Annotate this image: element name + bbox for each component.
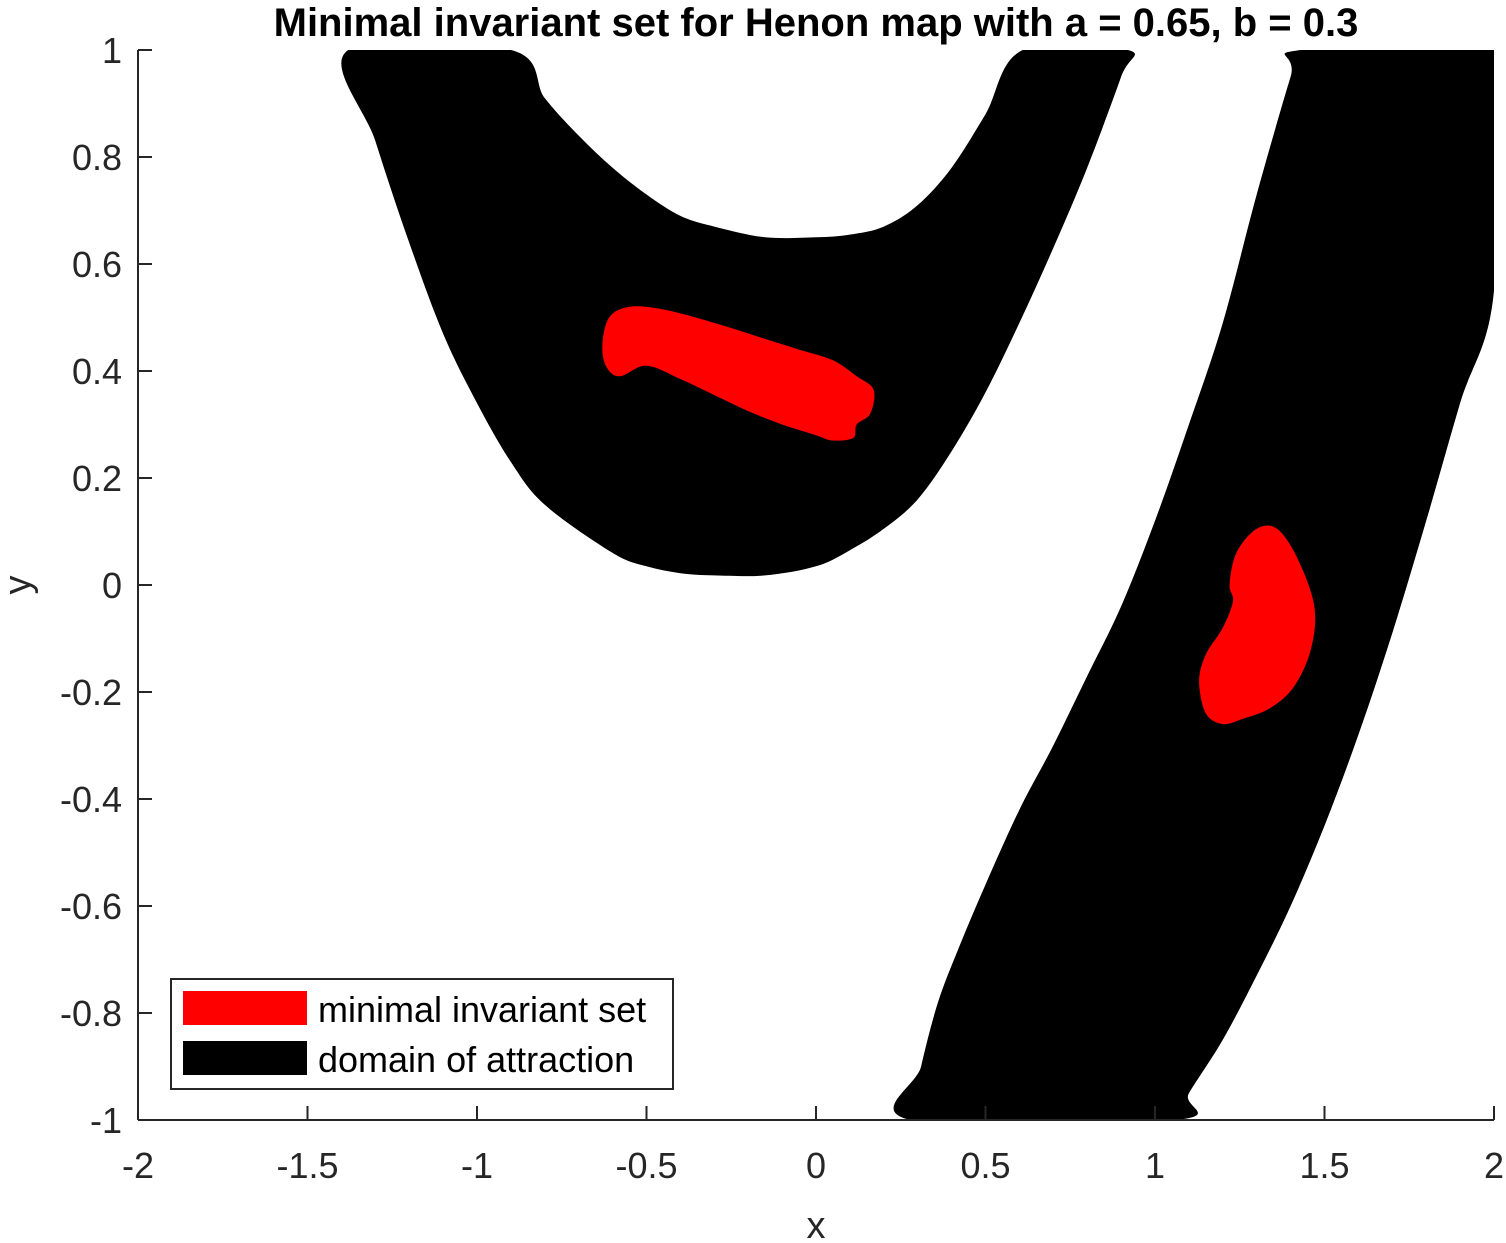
- x-tick-label: 0: [806, 1145, 826, 1186]
- legend: minimal invariant set domain of attracti…: [170, 978, 674, 1090]
- legend-label-domain-of-attraction: domain of attraction: [318, 1039, 634, 1080]
- x-tick-label: 2: [1484, 1145, 1504, 1186]
- y-tick-label: 0.8: [72, 137, 122, 178]
- y-tick-label: 0.4: [72, 351, 122, 392]
- y-tick-label: -0.2: [60, 672, 122, 713]
- minimal-invariant-set-region-1: [602, 306, 875, 441]
- y-tick-label: -0.6: [60, 886, 122, 927]
- x-tick-label: -1.5: [276, 1145, 338, 1186]
- y-axis-ticks: -1 -0.8 -0.6 -0.4 -0.2 0 0.2 0.4 0.6 0.8 1: [60, 30, 152, 1141]
- y-tick-label: 1: [102, 30, 122, 71]
- domain-of-attraction-region-2: [893, 50, 1494, 1120]
- y-tick-label: -0.4: [60, 779, 122, 820]
- legend-label-minimal-invariant-set: minimal invariant set: [318, 989, 646, 1030]
- x-axis-label: x: [807, 1205, 826, 1243]
- y-axis-label: y: [0, 576, 39, 595]
- y-tick-label: 0: [102, 565, 122, 606]
- x-tick-label: -0.5: [615, 1145, 677, 1186]
- chart-title: Minimal invariant set for Henon map with…: [274, 1, 1359, 45]
- x-tick-label: 1.5: [1299, 1145, 1349, 1186]
- y-tick-label: 0.6: [72, 244, 122, 285]
- legend-swatch-minimal-invariant-set: [183, 991, 307, 1025]
- x-tick-label: -1: [461, 1145, 493, 1186]
- y-tick-label: 0.2: [72, 458, 122, 499]
- minimal-invariant-set-region-2: [1199, 525, 1316, 725]
- legend-swatch-domain-of-attraction: [183, 1041, 307, 1075]
- x-tick-label: 1: [1145, 1145, 1165, 1186]
- x-tick-label: 0.5: [960, 1145, 1010, 1186]
- plot-area: [341, 50, 1494, 1120]
- x-axis-ticks: -2 -1.5 -1 -0.5 0 0.5 1 1.5 2: [122, 1106, 1504, 1186]
- y-tick-label: -1: [90, 1100, 122, 1141]
- domain-of-attraction-region-1: [341, 50, 1135, 577]
- x-tick-label: -2: [122, 1145, 154, 1186]
- y-tick-label: -0.8: [60, 993, 122, 1034]
